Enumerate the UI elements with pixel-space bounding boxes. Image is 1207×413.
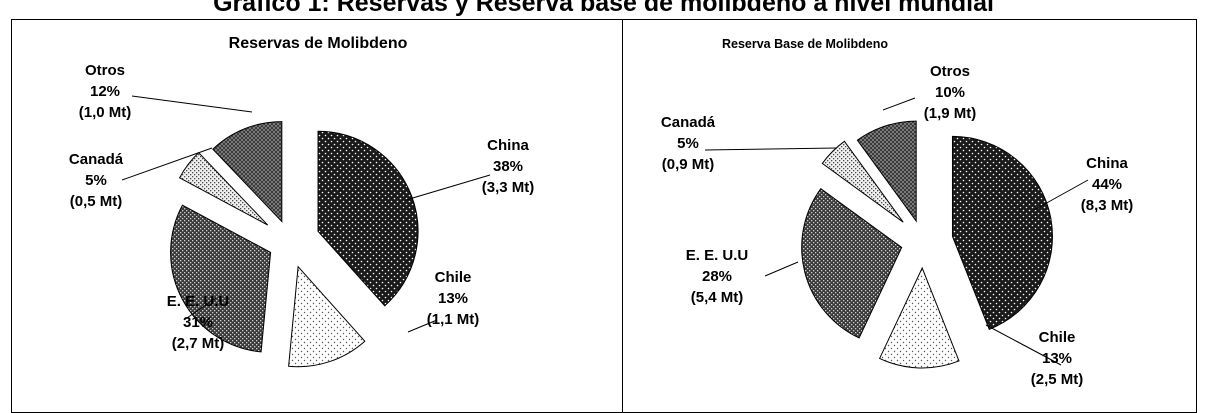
- label-percent: 28%: [702, 268, 732, 285]
- pie-slice-otros: [856, 120, 917, 223]
- label-quantity: (1,0 Mt): [79, 104, 132, 121]
- leader-line-otros: [882, 97, 916, 111]
- label-percent: 13%: [1042, 350, 1072, 367]
- leader-line-china: [1033, 179, 1089, 211]
- leader-line-china: [405, 174, 491, 201]
- right-pie-chart: Reserva Base de Molibdeno China 44% (8,3 Mt…: [661, 37, 1134, 388]
- slice-label-canada: Canadá 5% (0,5 Mt): [69, 151, 124, 210]
- pie-slice-china: [317, 130, 419, 307]
- pie-slice-e-e-u-u: [170, 204, 272, 353]
- label-percent: 10%: [935, 84, 965, 101]
- leader-line-canada: [121, 147, 213, 181]
- label-percent: 31%: [183, 314, 213, 331]
- pie-slice-chile: [288, 265, 366, 368]
- chart-title: Reserva Base de Molibdeno: [722, 37, 888, 51]
- leader-line-canada: [704, 147, 838, 151]
- label-name: E. E. U.U: [167, 293, 230, 310]
- label-percent: 5%: [677, 135, 699, 152]
- pie-slice-china: [951, 135, 1053, 331]
- label-quantity: (0,9 Mt): [662, 156, 715, 173]
- right-chart-panel: Reserva Base de Molibdeno China 44% (8,3 Mt…: [622, 19, 1197, 413]
- leader-line-e-e-u-u: [764, 261, 799, 277]
- label-quantity: (1,1 Mt): [427, 311, 480, 328]
- slice-label-china: China 44% (8,3 Mt): [1081, 155, 1134, 214]
- pie-slice-chile: [878, 266, 960, 369]
- leader-line-e-e-u-u: [183, 297, 217, 321]
- leader-line-chile: [407, 319, 438, 333]
- label-quantity: (5,4 Mt): [691, 289, 744, 306]
- slice-label-canada: Canadá 5% (0,9 Mt): [661, 114, 716, 173]
- label-name: E. E. U.U: [686, 247, 749, 264]
- leader-line-otros: [131, 95, 253, 113]
- slice-label-e-e-u-u: E. E. U.U 31% (2,7 Mt): [167, 293, 230, 352]
- label-name: Chile: [435, 269, 472, 286]
- label-percent: 13%: [438, 290, 468, 307]
- label-name: Chile: [1039, 329, 1076, 346]
- label-name: Otros: [930, 63, 970, 80]
- label-quantity: (1,9 Mt): [924, 105, 977, 122]
- label-percent: 38%: [493, 158, 523, 175]
- leader-line-chile: [985, 324, 1062, 366]
- slice-label-e-e-u-u: E. E. U.U 28% (5,4 Mt): [686, 247, 749, 306]
- label-quantity: (8,3 Mt): [1081, 197, 1134, 214]
- label-percent: 5%: [85, 172, 107, 189]
- label-percent: 44%: [1092, 176, 1122, 193]
- figure-title: Gráfico 1: Reservas y Reserva base de mo…: [213, 0, 994, 17]
- chart-title: Reservas de Molibdeno: [229, 35, 408, 52]
- label-percent: 12%: [90, 83, 120, 100]
- label-quantity: (3,3 Mt): [482, 179, 535, 196]
- label-name: China: [487, 137, 529, 154]
- label-name: China: [1086, 155, 1128, 172]
- label-quantity: (0,5 Mt): [70, 193, 123, 210]
- slice-label-otros: Otros 12% (1,0 Mt): [79, 62, 132, 121]
- label-name: Canadá: [661, 114, 716, 131]
- label-quantity: (2,7 Mt): [172, 335, 225, 352]
- label-name: Otros: [85, 62, 125, 79]
- pie-slice-e-e-u-u: [801, 187, 903, 339]
- label-quantity: (2,5 Mt): [1031, 371, 1084, 388]
- pie-slice-otros: [212, 121, 283, 223]
- slice-label-chile: Chile 13% (1,1 Mt): [427, 269, 480, 328]
- slice-label-otros: Otros 10% (1,9 Mt): [924, 63, 977, 122]
- slice-label-china: China 38% (3,3 Mt): [482, 137, 535, 196]
- left-chart-panel: Reservas de Molibdeno China 38% (3,3 Mt) Chi…: [11, 19, 623, 413]
- slice-label-chile: Chile 13% (2,5 Mt): [1031, 329, 1084, 388]
- pie-slice-canada: [821, 140, 904, 223]
- label-name: Canadá: [69, 151, 124, 168]
